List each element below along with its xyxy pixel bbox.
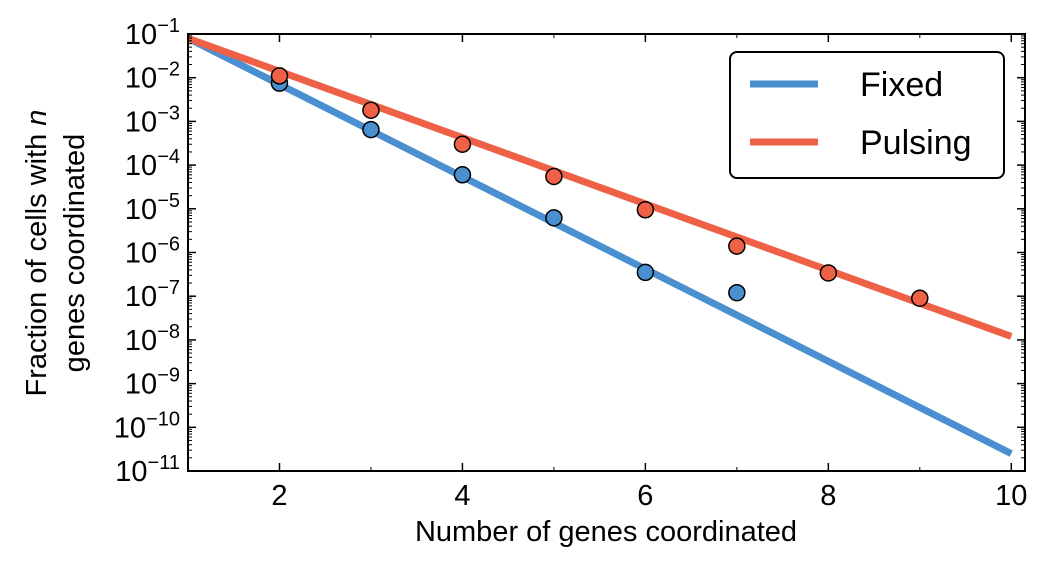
data-point-pulsing (545, 167, 563, 186)
data-points (270, 67, 929, 307)
data-point-fixed (728, 283, 746, 302)
data-point-pulsing (819, 264, 838, 282)
x-tick-label: 2 (271, 480, 287, 512)
y-tick-label: 10−7 (125, 277, 180, 313)
y-tick-exponent: −7 (157, 277, 180, 299)
x-tick-label: 6 (637, 480, 653, 512)
y-tick-base: 10 (125, 150, 157, 182)
y-tick-label: 10−8 (125, 321, 180, 357)
y-tick-base: 10 (114, 412, 146, 444)
y-tick-base: 10 (125, 19, 157, 51)
data-point-pulsing (453, 135, 472, 153)
x-tick-label: 4 (454, 480, 470, 512)
y-tick-label: 10−6 (125, 234, 180, 270)
y-tick-label: 10−1 (125, 15, 180, 51)
y-tick-exponent: −2 (157, 59, 180, 81)
legend-label-fixed: Fixed (860, 66, 943, 104)
data-point-pulsing (728, 237, 746, 255)
y-tick-exponent: −8 (157, 321, 180, 343)
y-tick-base: 10 (125, 238, 157, 270)
y-tick-base: 10 (125, 63, 157, 95)
fit-lines (188, 34, 1013, 457)
data-point-fixed (362, 120, 380, 139)
y-tick-base: 10 (125, 281, 157, 313)
data-point-pulsing (270, 67, 289, 85)
data-point-fixed (636, 263, 655, 282)
y-tick-base: 10 (125, 106, 157, 138)
y-tick-label: 10−5 (125, 190, 180, 226)
y-axis-label-line1: Fraction of cells with n (21, 110, 53, 397)
data-point-fixed (545, 209, 563, 227)
x-axis-label: Number of genes coordinated (415, 516, 797, 548)
data-point-pulsing (636, 201, 655, 219)
y-tick-exponent: −4 (157, 146, 180, 168)
y-axis-label-line2: genes coordinated (59, 134, 91, 373)
y-axis-label-text: Fraction of cells with (21, 126, 53, 397)
y-tick-exponent: −11 (148, 452, 180, 474)
y-tick-exponent: −6 (157, 234, 180, 256)
y-tick-exponent: −5 (157, 190, 180, 212)
fit-line-fixed (188, 35, 1013, 457)
legend: Fixed Pulsing (729, 51, 1005, 179)
y-tick-exponent: −10 (146, 408, 180, 430)
data-point-fixed (453, 166, 472, 184)
y-tick-base: 10 (115, 456, 147, 488)
y-tick-label: 10−11 (115, 452, 180, 488)
y-tick-label: 10−2 (125, 59, 180, 95)
axis-ticks: 2 4 6 8 1010−110−210−310−410−510−610−710−810… (114, 15, 1028, 512)
y-tick-label: 10−10 (114, 408, 180, 444)
y-tick-label: 10−4 (125, 146, 180, 182)
y-tick-label: 10−9 (125, 365, 180, 401)
y-tick-base: 10 (125, 325, 157, 357)
y-tick-base: 10 (125, 369, 157, 401)
y-tick-label: 10−3 (125, 102, 180, 138)
y-tick-exponent: −9 (157, 365, 180, 387)
fit-line-pulsing (188, 34, 1013, 340)
y-tick-exponent: −1 (157, 15, 180, 37)
data-point-pulsing (362, 101, 380, 119)
data-point-pulsing (911, 289, 929, 307)
y-tick-base: 10 (125, 194, 157, 226)
y-tick-exponent: −3 (157, 102, 180, 124)
x-tick-label: 10 (995, 480, 1027, 512)
y-axis-label-variable: n (21, 110, 53, 126)
legend-label-pulsing: Pulsing (860, 124, 972, 162)
x-tick-label: 8 (820, 480, 836, 512)
